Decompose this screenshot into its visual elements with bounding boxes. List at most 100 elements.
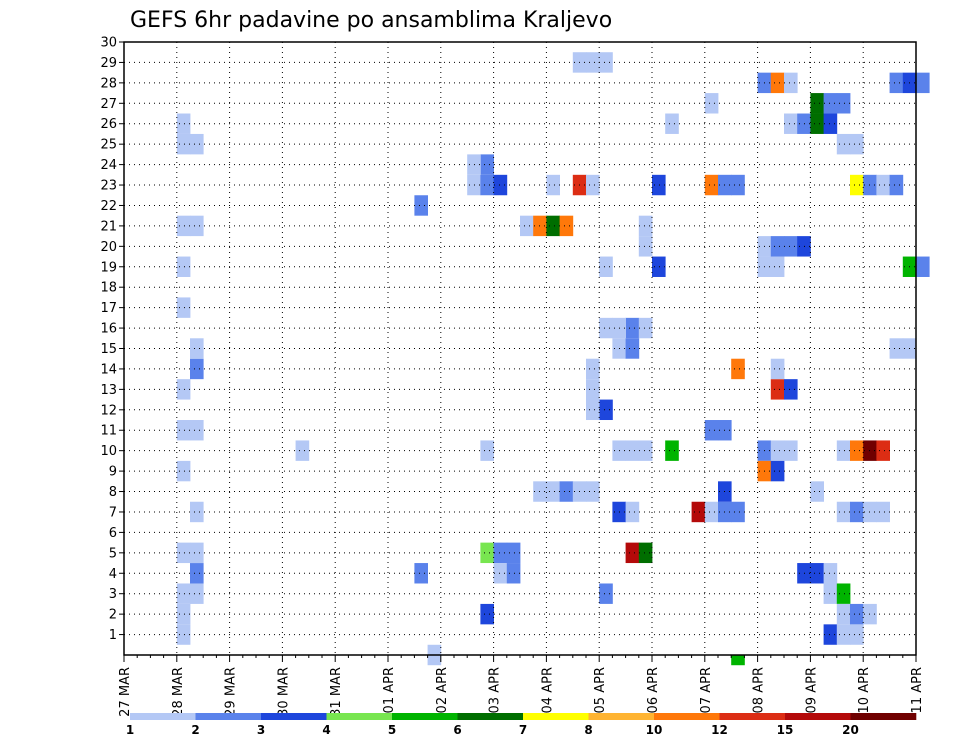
heatmap-cell — [850, 624, 864, 645]
heatmap-cell — [665, 440, 679, 461]
heatmap-cell — [599, 399, 613, 421]
heatmap-cell — [506, 563, 521, 584]
heatmap-cell — [190, 133, 204, 155]
y-tick-label: 12 — [100, 403, 117, 418]
heatmap-cell — [625, 542, 640, 564]
heatmap-cell — [731, 358, 745, 380]
x-tick-label: 31 MAR — [329, 667, 344, 717]
x-axis: 27 MAR 28 MAR 29 MAR 30 MAR 31 MAR 01 APR 02 A… — [118, 655, 925, 717]
legend-swatch — [850, 713, 917, 720]
legend-label: 12 — [711, 723, 728, 737]
heatmap-cell — [652, 256, 666, 277]
heatmap-cell — [810, 563, 824, 584]
heatmap-cell — [836, 624, 851, 645]
heatmap-cell — [586, 481, 600, 502]
x-tick-label: 29 MAR — [224, 667, 239, 717]
legend-swatch — [457, 713, 524, 720]
heatmap-cell — [599, 52, 613, 73]
x-tick-label: 08 APR — [752, 667, 767, 713]
heatmap-cell — [889, 72, 904, 94]
legend: 1 2 3 4 5 6 7 8 10 12 15 20 — [126, 713, 917, 737]
heatmap-cell — [493, 542, 508, 564]
heatmap-cell — [190, 501, 204, 523]
heatmap-cell — [176, 603, 191, 625]
heatmap-cell — [836, 603, 851, 625]
heatmap-cell — [493, 174, 508, 196]
y-tick-label: 23 — [100, 179, 117, 194]
heatmap-cell — [176, 379, 191, 400]
y-tick-label: 17 — [100, 301, 117, 316]
heatmap-cell — [586, 379, 600, 400]
y-tick-label: 3 — [109, 587, 117, 602]
heatmap-cell — [176, 133, 191, 155]
heatmap-cell — [704, 501, 719, 523]
heatmap-cell — [810, 113, 824, 134]
heatmap-cell — [638, 317, 653, 339]
y-tick-label: 27 — [100, 97, 117, 112]
heatmap-cell — [784, 440, 798, 461]
heatmap-cell — [731, 655, 745, 666]
heatmap-cell — [889, 338, 904, 359]
heatmap-cell — [784, 236, 798, 257]
heatmap-cell — [546, 215, 560, 237]
y-tick-label: 1 — [109, 628, 117, 643]
y-tick-label: 5 — [109, 546, 117, 561]
heatmap-cell — [176, 256, 191, 277]
heatmap-cell — [770, 256, 785, 277]
heatmap-cell — [823, 113, 838, 134]
legend-label: 10 — [646, 723, 663, 737]
heatmap-cells — [176, 52, 930, 666]
heatmap-cell — [176, 215, 191, 237]
x-tick-label: 05 APR — [593, 667, 608, 713]
y-tick-label: 18 — [100, 281, 117, 296]
legend-swatch — [785, 713, 851, 720]
heatmap-cell — [586, 174, 600, 196]
y-tick-label: 15 — [100, 342, 117, 357]
x-tick-label: 30 MAR — [276, 667, 291, 717]
heatmap-cell — [625, 440, 640, 461]
heatmap-cell — [493, 563, 508, 584]
heatmap-cell — [599, 317, 613, 339]
legend-label: 7 — [519, 723, 527, 737]
heatmap-cell — [176, 542, 191, 564]
heatmap-cell — [691, 501, 706, 523]
x-tick-label: 27 MAR — [118, 667, 133, 717]
legend-swatch — [130, 713, 196, 720]
y-tick-label: 19 — [100, 260, 117, 275]
x-tick-label: 07 APR — [699, 667, 714, 713]
heatmap-cell — [638, 236, 653, 257]
heatmap-cell — [810, 93, 824, 114]
grid-lines — [124, 42, 916, 655]
legend-label: 5 — [388, 723, 396, 737]
heatmap-cell — [559, 481, 574, 502]
heatmap-cell — [559, 215, 574, 237]
heatmap-cell — [850, 133, 864, 155]
heatmap-cell — [625, 501, 640, 523]
heatmap-cell — [190, 338, 204, 359]
heatmap-cell — [916, 72, 930, 94]
heatmap-cell — [836, 440, 851, 461]
heatmap-cell — [176, 583, 191, 604]
heatmap-cell — [731, 174, 745, 196]
x-tick-label: 06 APR — [646, 667, 661, 713]
heatmap-cell — [414, 563, 428, 584]
heatmap-cell — [480, 174, 494, 196]
heatmap-cell — [599, 256, 613, 277]
heatmap-cell — [876, 501, 890, 523]
y-tick-label: 29 — [100, 56, 117, 71]
heatmap-cell — [836, 93, 851, 114]
y-tick-label: 30 — [100, 36, 117, 51]
heatmap-cell — [586, 52, 600, 73]
heatmap-cell — [520, 215, 534, 237]
heatmap-cell — [190, 420, 204, 441]
y-tick-label: 4 — [109, 567, 117, 582]
y-tick-label: 2 — [109, 608, 117, 623]
heatmap-cell — [176, 297, 191, 318]
heatmap-cell — [784, 72, 798, 94]
heatmap-cell — [652, 174, 666, 196]
heatmap-cell — [638, 542, 653, 564]
y-tick-label: 6 — [109, 526, 117, 541]
heatmap-cell — [586, 358, 600, 380]
y-tick-label: 26 — [100, 117, 117, 132]
